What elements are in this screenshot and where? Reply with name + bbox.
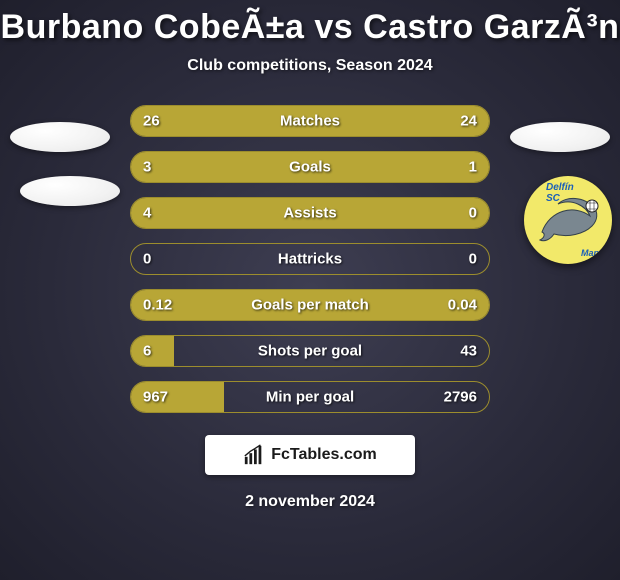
page-title: Burbano CobeÃ±a vs Castro GarzÃ³n	[1, 8, 620, 47]
source-logo-text: FcTables.com	[271, 446, 377, 464]
stat-left-value: 3	[143, 159, 151, 176]
stat-left-value: 0.12	[143, 297, 172, 314]
stat-row: 3 Goals 1	[130, 151, 490, 183]
stat-row: 4 Assists 0	[130, 197, 490, 229]
stat-right-value: 0	[469, 205, 477, 222]
stat-label: Goals	[289, 159, 331, 176]
stat-right-value: 0.04	[448, 297, 477, 314]
stat-right-value: 43	[460, 343, 477, 360]
stat-row: 0 Hattricks 0	[130, 243, 490, 275]
stat-label: Hattricks	[278, 251, 342, 268]
stat-left-value: 4	[143, 205, 151, 222]
stat-row: 0.12 Goals per match 0.04	[130, 289, 490, 321]
stat-left-value: 6	[143, 343, 151, 360]
stat-right-value: 0	[469, 251, 477, 268]
stat-row: 6 Shots per goal 43	[130, 335, 490, 367]
stat-left-value: 967	[143, 389, 168, 406]
subtitle: Club competitions, Season 2024	[187, 57, 432, 75]
stat-right-value: 1	[469, 159, 477, 176]
source-logo-box: FcTables.com	[205, 435, 415, 475]
stat-label: Assists	[283, 205, 336, 222]
stat-left-value: 0	[143, 251, 151, 268]
stat-label: Shots per goal	[258, 343, 362, 360]
stat-fill-left	[131, 152, 400, 182]
stat-right-value: 24	[460, 113, 477, 130]
stat-label: Matches	[280, 113, 340, 130]
chart-icon	[243, 444, 265, 466]
date-text: 2 november 2024	[245, 493, 375, 511]
stat-fill-left	[131, 336, 174, 366]
comparison-card: Burbano CobeÃ±a vs Castro GarzÃ³n Club c…	[0, 0, 620, 580]
stat-row: 26 Matches 24	[130, 105, 490, 137]
stat-label: Goals per match	[251, 297, 369, 314]
stats-list: 26 Matches 24 3 Goals 1 4 Assists 0 0 Hattricks 0 0.…	[0, 105, 620, 413]
stat-label: Min per goal	[266, 389, 354, 406]
stat-right-value: 2796	[444, 389, 477, 406]
stat-row: 967 Min per goal 2796	[130, 381, 490, 413]
stat-left-value: 26	[143, 113, 160, 130]
